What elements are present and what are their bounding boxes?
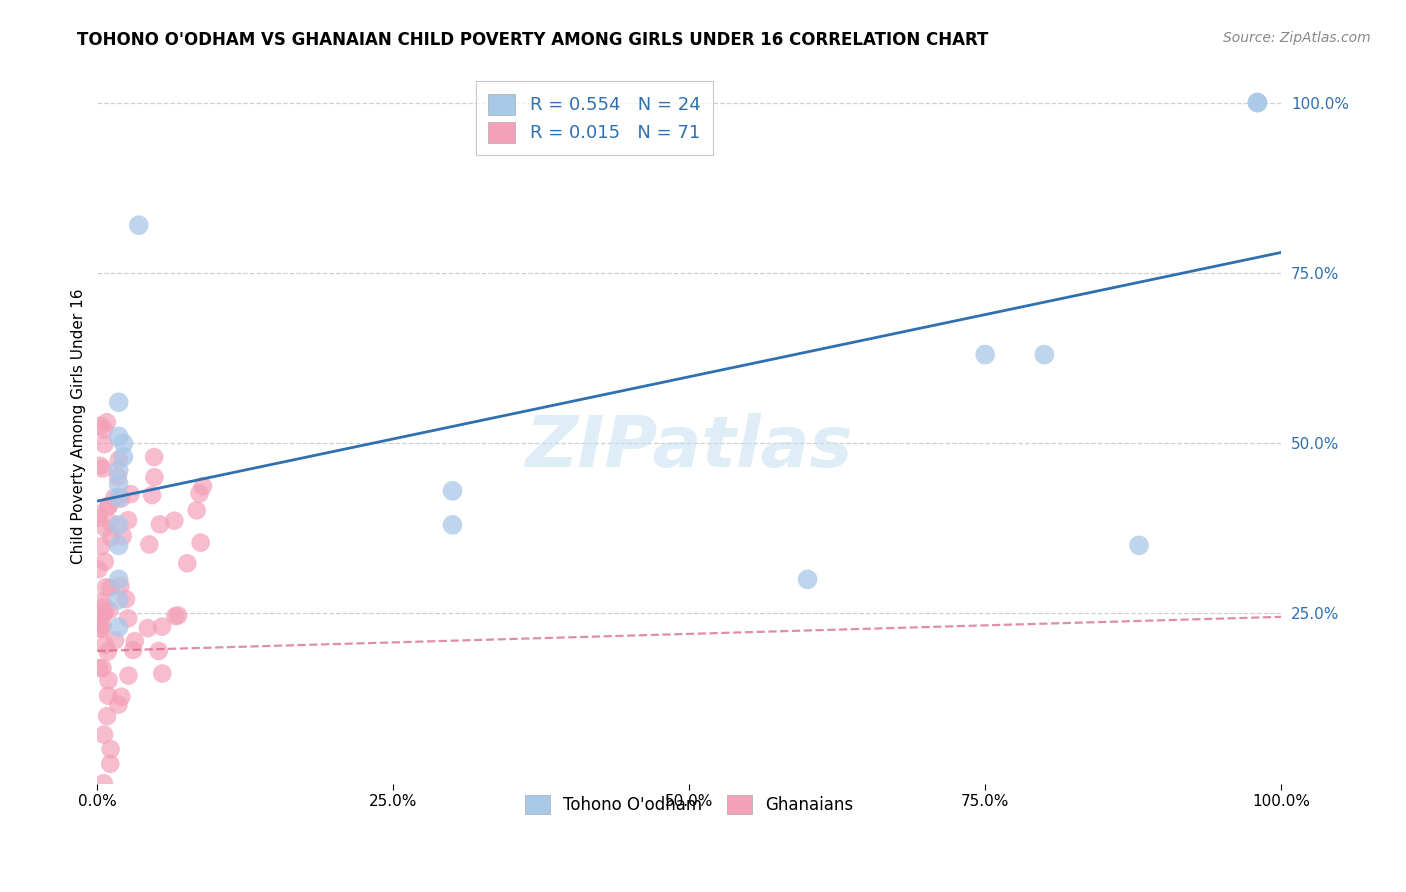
Point xyxy=(94,521,117,535)
Y-axis label: Child Poverty Among Girls Under 16: Child Poverty Among Girls Under 16 xyxy=(72,288,86,564)
Point xyxy=(107,573,129,587)
Point xyxy=(143,450,166,464)
Point xyxy=(97,644,120,658)
Point xyxy=(974,348,997,362)
Point xyxy=(87,617,110,632)
Point xyxy=(190,535,212,549)
Point xyxy=(122,643,145,657)
Point xyxy=(117,513,139,527)
Point xyxy=(90,622,112,636)
Point xyxy=(167,608,190,623)
Point xyxy=(93,437,115,451)
Point xyxy=(89,621,111,635)
Point xyxy=(110,491,132,506)
Point xyxy=(93,599,115,614)
Point xyxy=(148,644,170,658)
Point xyxy=(96,709,118,723)
Legend: Tohono O'odham, Ghanaians: Tohono O'odham, Ghanaians xyxy=(513,783,865,825)
Point xyxy=(107,698,129,712)
Point xyxy=(93,728,115,742)
Point xyxy=(93,607,115,621)
Point xyxy=(441,483,464,498)
Point xyxy=(1033,348,1056,362)
Point xyxy=(97,499,120,513)
Point xyxy=(90,539,112,553)
Point xyxy=(96,415,118,429)
Point xyxy=(120,487,142,501)
Point xyxy=(108,452,131,467)
Point xyxy=(90,418,112,433)
Point xyxy=(107,620,129,634)
Point xyxy=(117,611,139,625)
Point xyxy=(796,573,818,587)
Point xyxy=(100,742,122,756)
Point xyxy=(112,450,135,464)
Point xyxy=(86,511,108,525)
Point xyxy=(176,556,198,570)
Text: TOHONO O'ODHAM VS GHANAIAN CHILD POVERTY AMONG GIRLS UNDER 16 CORRELATION CHART: TOHONO O'ODHAM VS GHANAIAN CHILD POVERTY… xyxy=(77,31,988,49)
Point xyxy=(91,618,114,632)
Point xyxy=(98,581,121,595)
Point xyxy=(93,605,115,619)
Point xyxy=(94,638,117,652)
Point xyxy=(191,479,214,493)
Point xyxy=(165,609,187,624)
Point xyxy=(112,436,135,450)
Point xyxy=(188,486,211,500)
Point xyxy=(87,508,110,522)
Point xyxy=(107,470,129,484)
Point xyxy=(163,514,186,528)
Point xyxy=(98,603,121,617)
Point xyxy=(441,517,464,532)
Point xyxy=(107,592,129,607)
Point xyxy=(138,537,160,551)
Point xyxy=(107,477,129,491)
Point xyxy=(1246,95,1268,110)
Point xyxy=(100,531,122,545)
Point xyxy=(124,634,146,648)
Point xyxy=(107,538,129,552)
Point xyxy=(150,666,173,681)
Point xyxy=(94,555,117,569)
Point xyxy=(100,516,122,530)
Point xyxy=(115,592,138,607)
Point xyxy=(89,661,111,675)
Point xyxy=(93,423,115,437)
Point xyxy=(1128,538,1150,552)
Point xyxy=(107,395,129,409)
Point xyxy=(93,776,115,790)
Point xyxy=(107,429,129,443)
Point xyxy=(89,458,111,473)
Point xyxy=(110,690,132,704)
Point xyxy=(104,633,127,648)
Point xyxy=(107,491,129,505)
Point xyxy=(94,580,117,594)
Point xyxy=(141,488,163,502)
Point xyxy=(91,461,114,475)
Point xyxy=(110,579,132,593)
Point xyxy=(186,503,208,517)
Text: ZIPatlas: ZIPatlas xyxy=(526,413,853,482)
Point xyxy=(136,621,159,635)
Point xyxy=(107,517,129,532)
Point xyxy=(1246,95,1268,110)
Point xyxy=(107,463,129,477)
Point xyxy=(143,470,166,484)
Point xyxy=(87,562,110,576)
Point xyxy=(97,673,120,688)
Point xyxy=(117,668,139,682)
Point xyxy=(128,218,150,232)
Point xyxy=(97,499,120,513)
Point xyxy=(103,491,125,505)
Point xyxy=(91,661,114,675)
Point xyxy=(111,529,134,543)
Point xyxy=(90,595,112,609)
Point xyxy=(98,756,121,771)
Point xyxy=(150,619,173,633)
Text: Source: ZipAtlas.com: Source: ZipAtlas.com xyxy=(1223,31,1371,45)
Point xyxy=(97,689,120,703)
Point xyxy=(149,517,172,532)
